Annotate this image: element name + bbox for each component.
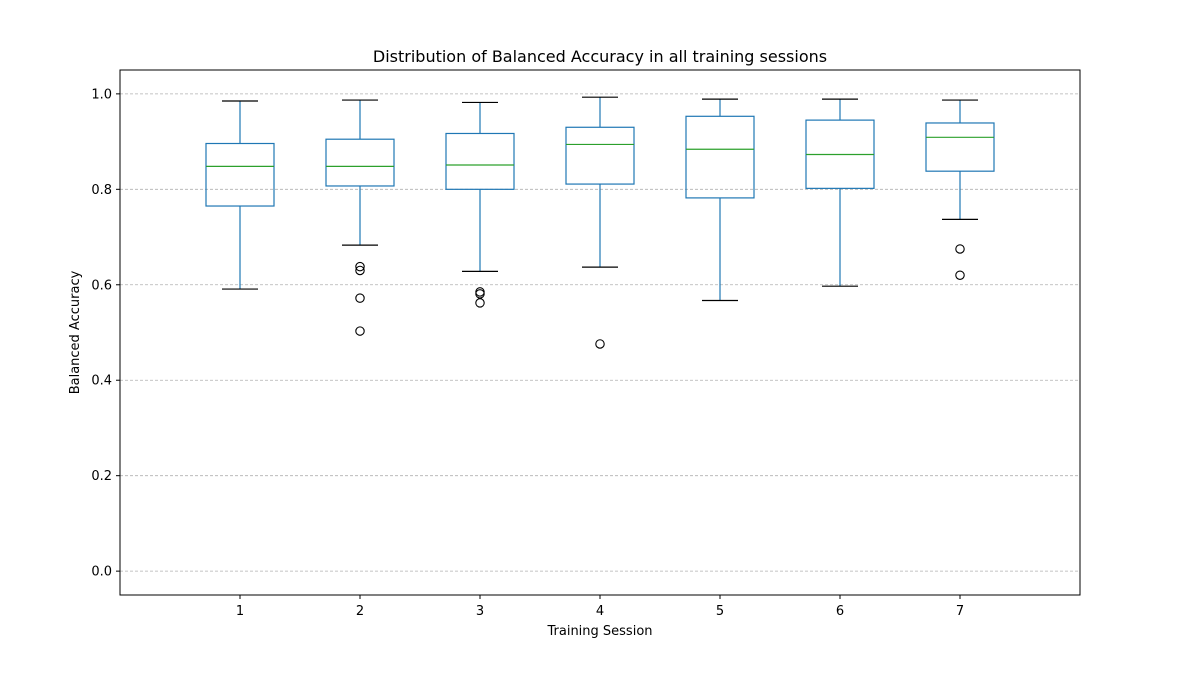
iqr-box xyxy=(925,122,995,172)
x-tick-label: 4 xyxy=(596,604,604,619)
outlier-point xyxy=(355,326,365,336)
box-session-6 xyxy=(805,98,875,287)
outlier-point xyxy=(475,289,485,299)
iqr-box xyxy=(325,138,395,187)
y-axis-ticks: 0.0 0.2 0.4 0.6 0.8 1.0 xyxy=(91,87,120,580)
y-tick-label: 0.8 xyxy=(91,183,112,198)
x-tick-label: 5 xyxy=(716,604,724,619)
y-tick-label: 0.2 xyxy=(91,469,112,484)
iqr-box xyxy=(565,126,635,185)
x-tick-label: 2 xyxy=(356,604,364,619)
box-session-7 xyxy=(925,99,995,280)
outlier-point xyxy=(955,270,965,280)
gridlines xyxy=(120,93,1080,572)
y-tick-label: 0.6 xyxy=(91,278,112,293)
box-session-1 xyxy=(205,100,275,290)
outlier-point xyxy=(475,298,485,308)
box-session-3 xyxy=(445,101,515,308)
y-tick-label: 0.0 xyxy=(91,565,112,580)
y-tick-label: 1.0 xyxy=(91,87,112,102)
outlier-point xyxy=(355,293,365,303)
y-tick-label: 0.4 xyxy=(91,374,112,389)
outlier-point xyxy=(355,261,365,272)
x-axis-ticks: 1 2 3 4 5 6 7 xyxy=(236,595,964,619)
box-session-2 xyxy=(325,99,395,336)
outlier-point xyxy=(955,244,965,254)
box-session-4 xyxy=(565,96,635,349)
x-tick-label: 3 xyxy=(476,604,484,619)
chart-title: Distribution of Balanced Accuracy in all… xyxy=(373,47,827,66)
plot-area xyxy=(205,96,995,349)
axes-frame xyxy=(119,69,1081,596)
box-session-5 xyxy=(685,98,755,302)
outlier-point xyxy=(595,339,605,349)
x-tick-label: 7 xyxy=(956,604,964,619)
iqr-box xyxy=(685,115,755,199)
iqr-box xyxy=(445,132,515,190)
x-axis-label: Training Session xyxy=(546,624,652,639)
outlier-point xyxy=(475,287,485,297)
iqr-box xyxy=(205,142,275,207)
x-tick-label: 1 xyxy=(236,604,244,619)
x-tick-label: 6 xyxy=(836,604,844,619)
y-axis-label: Balanced Accuracy xyxy=(68,270,83,394)
outlier-point xyxy=(355,265,365,276)
